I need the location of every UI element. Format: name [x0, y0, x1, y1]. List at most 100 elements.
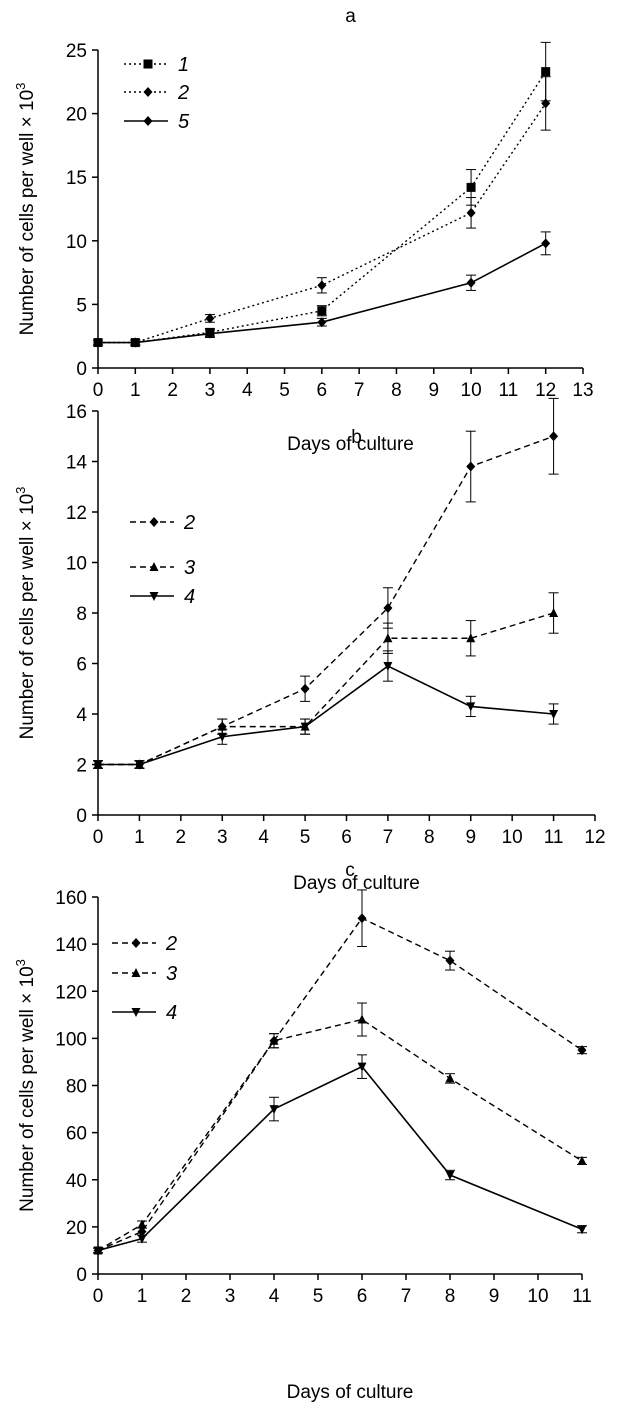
y-tick-label: 10 [66, 232, 87, 253]
series-line [98, 71, 547, 344]
legend-label: 3 [166, 963, 177, 985]
legend-label: 5 [178, 111, 190, 133]
data-point [541, 238, 551, 249]
y-tick-label: 14 [66, 453, 88, 474]
chart-title: b [351, 427, 362, 448]
series-line [98, 612, 554, 766]
data-point [445, 1171, 455, 1181]
y-axis-title: Number of cells per well × 103 [13, 83, 38, 336]
x-tick-label: 1 [130, 380, 141, 401]
x-tick-label: 10 [527, 1286, 548, 1307]
x-axis-title: Days of culture [287, 434, 414, 455]
x-tick-label: 8 [445, 1286, 456, 1307]
legend-marker [149, 562, 159, 571]
x-tick-label: 7 [383, 827, 394, 848]
data-point [217, 732, 227, 742]
legend-label: 2 [165, 933, 177, 955]
series-line [98, 242, 547, 344]
legend-marker [131, 1008, 141, 1017]
series-4 [93, 1054, 587, 1256]
legend-marker [149, 592, 159, 601]
y-tick-label: 6 [76, 655, 87, 676]
y-tick-label: 80 [66, 1077, 87, 1098]
series-line [98, 435, 554, 766]
data-point [445, 1073, 455, 1083]
data-point [317, 317, 327, 328]
data-point [466, 277, 476, 288]
data-point [445, 955, 455, 966]
legend-label: 2 [177, 82, 189, 104]
x-tick-label: 11 [572, 1286, 592, 1307]
x-tick-label: 10 [502, 827, 523, 848]
data-point [466, 461, 476, 472]
data-point [466, 182, 476, 192]
x-axis-title: Days of culture [287, 1382, 414, 1403]
legend-entry-4: 4 [130, 586, 195, 608]
data-point [357, 1014, 367, 1024]
legend-marker [131, 968, 141, 977]
data-point [205, 328, 215, 339]
legend-entry-5: 5 [124, 111, 190, 133]
data-point [541, 67, 551, 77]
x-tick-label: 4 [269, 1286, 280, 1307]
x-tick-label: 9 [428, 380, 439, 401]
data-point [383, 602, 393, 613]
x-tick-label: 13 [572, 380, 593, 401]
x-tick-label: 1 [137, 1286, 148, 1307]
chart-panel-c: c 0 1 2 3 4 5 6 7 8 9 10 11 0 20 40 60 80 100 120 140 160 Days… [13, 860, 592, 1403]
data-point [269, 1105, 279, 1115]
y-tick-label: 0 [76, 1265, 87, 1286]
x-tick-label: 9 [489, 1286, 500, 1307]
y-tick-label: 60 [66, 1124, 87, 1145]
data-point [217, 721, 227, 731]
x-tick-label: 0 [93, 827, 104, 848]
legend-entry-1: 1 [124, 54, 189, 76]
data-point [549, 608, 559, 617]
x-tick-label: 8 [391, 380, 402, 401]
x-tick-label: 0 [93, 1286, 104, 1307]
x-tick-label: 3 [225, 1286, 236, 1307]
x-tick-label: 4 [258, 827, 269, 848]
data-point [93, 1246, 103, 1256]
legend-entry-4: 4 [112, 1002, 177, 1024]
x-tick-label: 9 [465, 827, 476, 848]
x-tick-label: 2 [176, 827, 187, 848]
y-tick-label: 100 [55, 1029, 87, 1050]
chart-title: a [345, 6, 356, 27]
data-point [269, 1035, 279, 1045]
data-point [137, 1234, 147, 1244]
data-point [466, 702, 476, 712]
data-point [466, 207, 476, 218]
data-point [137, 1226, 147, 1237]
y-tick-label: 4 [76, 705, 87, 726]
y-tick-label: 0 [76, 359, 87, 380]
legend-label: 4 [166, 1002, 177, 1024]
legend-marker [143, 87, 153, 97]
y-tick-label: 16 [66, 402, 87, 423]
legend-marker [143, 116, 153, 126]
series-5 [93, 231, 551, 348]
data-point [466, 633, 476, 643]
y-tick-label: 120 [55, 982, 87, 1003]
x-tick-label: 12 [584, 827, 605, 848]
x-tick-label: 12 [535, 380, 556, 401]
x-tick-label: 6 [317, 380, 328, 401]
legend-entry-3: 3 [112, 963, 177, 985]
data-point [93, 337, 103, 348]
y-tick-label: 20 [66, 1218, 87, 1239]
legend-entry-2: 2 [124, 82, 189, 104]
data-point [383, 662, 393, 672]
series-3 [93, 592, 559, 769]
series-3 [93, 1002, 587, 1255]
x-tick-label: 1 [134, 827, 145, 848]
x-tick-label: 7 [401, 1286, 412, 1307]
y-tick-label: 8 [76, 604, 87, 625]
x-tick-label: 8 [424, 827, 435, 848]
x-tick-label: 3 [205, 380, 216, 401]
legend-label: 3 [184, 557, 195, 579]
data-point [549, 710, 559, 719]
x-tick-label: 11 [544, 827, 564, 848]
data-point [317, 306, 327, 316]
y-tick-label: 25 [66, 41, 87, 62]
